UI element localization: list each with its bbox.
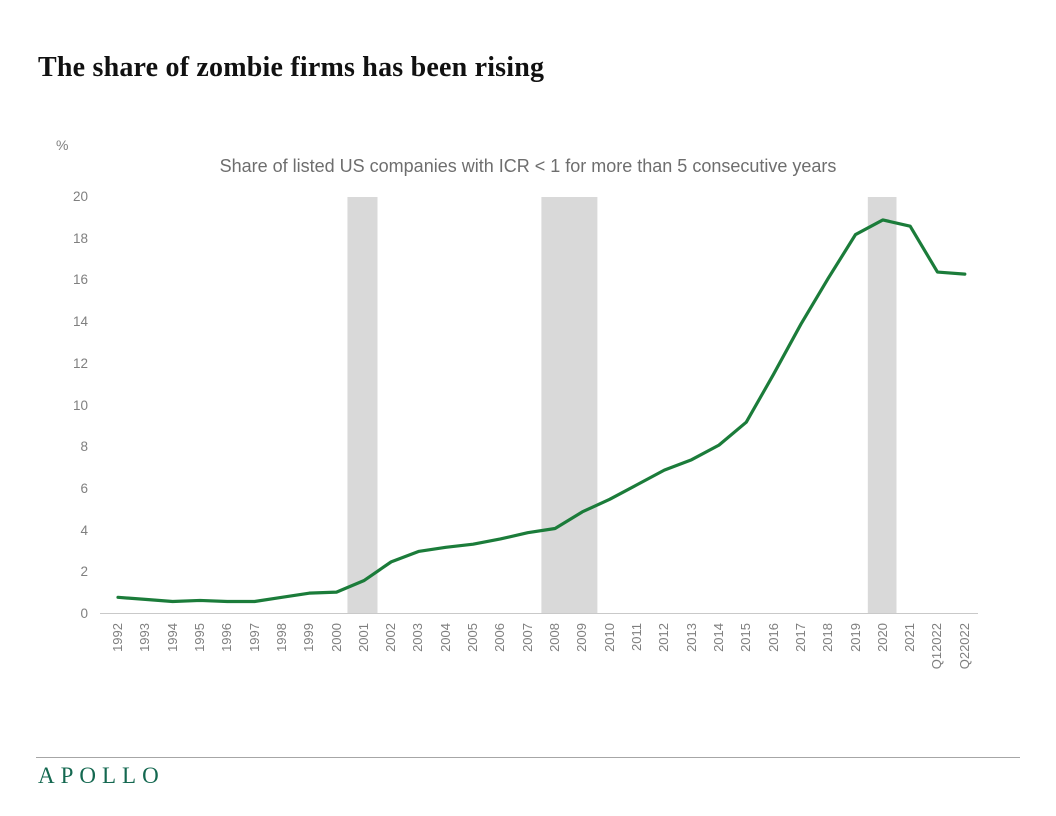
x-axis-tick-label: 1999 xyxy=(301,623,317,652)
y-axis-tick-label: 8 xyxy=(80,439,88,455)
x-axis-tick-label: 2011 xyxy=(629,623,644,651)
recession-band xyxy=(867,197,897,613)
y-axis-tick-label: 0 xyxy=(80,606,88,621)
x-axis-tick-label: 2003 xyxy=(410,623,426,652)
x-axis-tick-label: 2009 xyxy=(574,623,590,652)
x-axis-tick-label: 1994 xyxy=(164,623,180,652)
x-axis-tick-label: 1997 xyxy=(246,623,262,652)
zombie-share-chart xyxy=(100,197,978,614)
y-axis-tick-label: 4 xyxy=(80,522,88,538)
y-axis-tick-label: 2 xyxy=(80,564,88,580)
x-axis-tick-label: 2000 xyxy=(328,623,344,652)
x-axis-tick-label: 2014 xyxy=(710,623,726,652)
y-axis-unit-label: % xyxy=(56,137,69,153)
recession-band xyxy=(541,197,598,613)
apollo-logo: APOLLO xyxy=(38,763,165,788)
x-axis-tick-label: 2002 xyxy=(383,623,399,652)
page-title: The share of zombie firms has been risin… xyxy=(38,52,545,83)
x-axis-tick-label: 2001 xyxy=(355,623,371,652)
x-axis-tick-label: 1998 xyxy=(273,623,289,652)
x-axis-tick-label: 2015 xyxy=(738,623,754,652)
x-axis-tick-label: 2010 xyxy=(601,623,617,652)
x-axis-tick-label: 2012 xyxy=(656,623,672,652)
y-axis-tick-label: 18 xyxy=(72,230,88,246)
x-axis-tick-label: 1993 xyxy=(137,623,153,652)
plot-area: 1992 1993 1994 1995 1996 1997 1998 1999 2000 2001… xyxy=(100,197,978,669)
x-axis-tick-label: 2021 xyxy=(902,623,918,652)
y-axis-tick-label: 16 xyxy=(72,272,88,288)
chart-subtitle: Share of listed US companies with ICR < … xyxy=(219,156,837,176)
x-axis-tick-label: 2019 xyxy=(847,623,863,652)
zombie-share-line xyxy=(116,218,967,604)
x-axis-tick-label: Q22022 xyxy=(956,623,972,670)
x-axis-tick-label: Q12022 xyxy=(929,623,945,670)
x-axis-tick-label: 1992 xyxy=(110,623,125,652)
x-axis-tick-label: 2004 xyxy=(437,623,453,652)
y-axis-tick-label: 6 xyxy=(80,480,88,496)
x-axis-tick-label: 2016 xyxy=(765,623,781,652)
footer-divider xyxy=(36,757,1020,758)
y-axis-tick-label: 14 xyxy=(72,314,88,330)
x-axis-tick-label: 2013 xyxy=(683,623,699,652)
y-axis-tick-label: 10 xyxy=(72,397,88,413)
x-axis-tick-label: 2005 xyxy=(465,623,481,652)
y-axis-tick-label: 12 xyxy=(72,355,88,371)
x-axis-tick-label: 2007 xyxy=(519,623,535,652)
x-axis-tick-label: 2006 xyxy=(492,623,508,652)
x-axis-tick-label: 1995 xyxy=(191,623,207,652)
y-axis: 0 2 4 6 8 10 12 14 16 18 20 xyxy=(36,189,88,621)
x-axis-tick-label: 2017 xyxy=(792,623,808,652)
recession-band xyxy=(347,197,378,613)
x-axis-tick-label: 1996 xyxy=(219,623,235,652)
x-axis-tick-label: 2008 xyxy=(547,623,563,652)
x-axis-tick-label: 2020 xyxy=(874,623,890,652)
y-axis-tick-label: 20 xyxy=(72,189,88,204)
x-axis-tick-label: 2018 xyxy=(820,623,836,652)
